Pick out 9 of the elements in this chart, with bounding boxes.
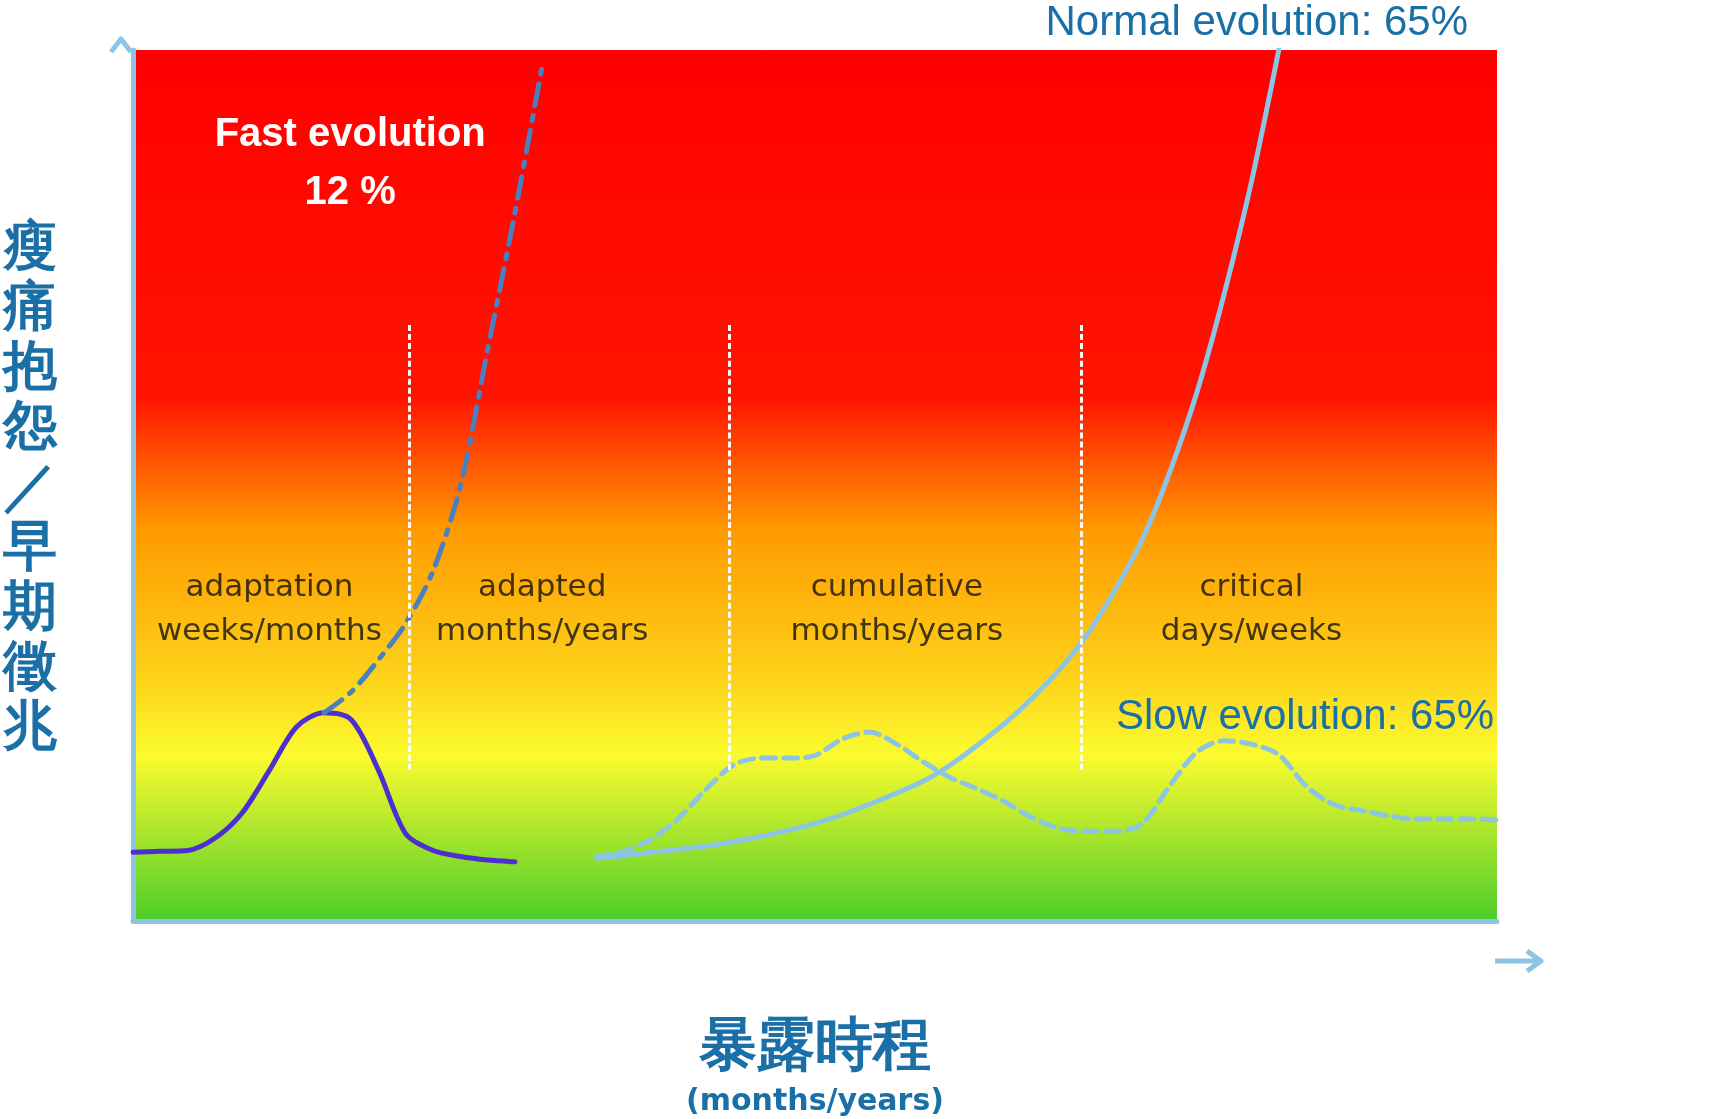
annotation: cumulative months/years (790, 567, 1004, 648)
annotation: adapted months/years (435, 567, 649, 648)
series-label: Slow evolution: 65% (1115, 691, 1495, 739)
series-label: Fast evolution 12 % (214, 109, 486, 212)
text: 瘦痛抱怨／早期徵兆 (3, 214, 57, 757)
annotation: adaptation weeks/months (156, 567, 382, 648)
series-label: Normal evolution: 65% (1045, 0, 1469, 44)
x-axis-title: 暴露時程 (months/years) (686, 1010, 944, 1117)
annotation: critical days/weeks (1160, 567, 1343, 648)
